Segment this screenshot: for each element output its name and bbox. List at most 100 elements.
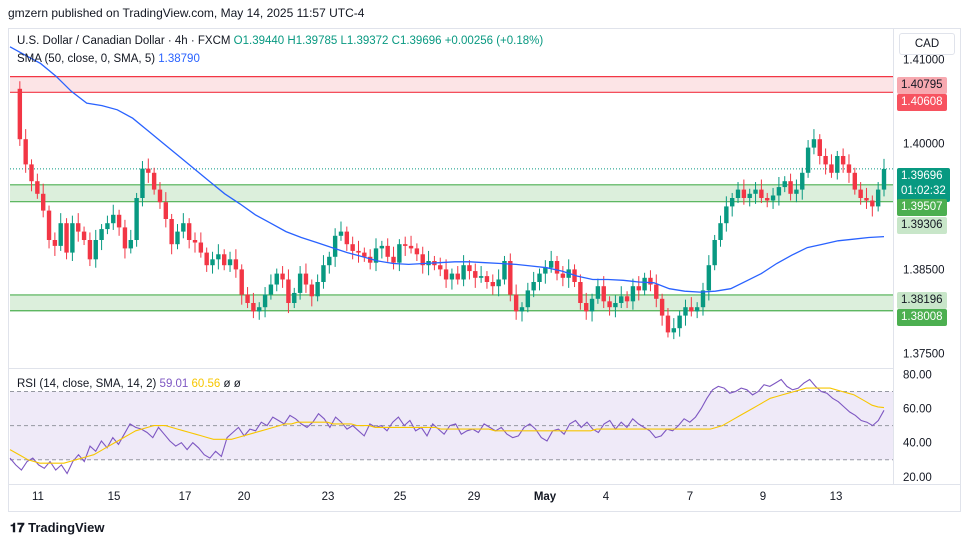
candle-body: [403, 244, 408, 246]
current-price-tag: 1.39696 01:02:32: [897, 168, 950, 202]
candle-body: [309, 284, 314, 297]
candle-body: [192, 240, 198, 243]
rsi-tick: 20.00: [903, 472, 932, 484]
candle-body: [198, 242, 204, 253]
candle-body: [548, 261, 554, 268]
candle-body: [420, 254, 425, 266]
price-tick: 1.37500: [903, 348, 945, 360]
candle-body: [227, 259, 233, 266]
pane-separator[interactable]: [8, 368, 893, 369]
candle-body: [268, 284, 274, 295]
candle-body: [490, 282, 495, 287]
zone-1-box: [10, 76, 893, 93]
candle-body: [70, 223, 75, 253]
sma-label[interactable]: SMA (50, close, 0, SMA, 5): [17, 53, 156, 65]
candle-body: [624, 296, 630, 302]
candle-body: [35, 181, 40, 194]
bar-countdown: 01:02:32: [901, 185, 946, 197]
candle-body: [134, 198, 139, 240]
candle-body: [58, 223, 63, 246]
candle-body: [414, 248, 420, 255]
candle-body: [648, 277, 653, 285]
candle-body: [321, 265, 326, 282]
high-value: H1.39785: [287, 35, 338, 47]
candle-body: [770, 195, 776, 201]
low-value: L1.39372: [340, 35, 389, 47]
candle-body: [811, 139, 817, 148]
candle-body: [613, 303, 618, 308]
rsi-extra-1: ø: [223, 378, 231, 390]
candle-body: [151, 172, 157, 190]
rsi-ma-value: 60.56: [191, 378, 221, 390]
rsi-tick: 60.00: [903, 404, 932, 416]
sma-value: 1.38790: [158, 53, 200, 65]
time-tick: 17: [179, 491, 192, 503]
candle-body: [443, 269, 449, 280]
candle-body: [800, 172, 805, 190]
candle-body: [595, 286, 601, 299]
candle-body: [373, 248, 379, 263]
candle-body: [525, 290, 531, 308]
candle-body: [455, 273, 460, 280]
candle-body: [636, 286, 641, 291]
candle-body: [356, 250, 361, 253]
candle-body: [40, 193, 46, 211]
candle-body: [99, 229, 104, 240]
sma-legend[interactable]: SMA (50, close, 0, SMA, 5) 1.38790: [17, 53, 200, 65]
candle-body: [216, 254, 221, 260]
chart-frame: [8, 28, 961, 512]
candle-body: [87, 240, 93, 260]
candle-body: [642, 277, 647, 291]
green-zone-2-top-tag: 1.38196: [897, 292, 947, 309]
symbol-name[interactable]: U.S. Dollar / Canadian Dollar · 4h · FXC…: [17, 35, 231, 47]
candle-body: [543, 267, 548, 274]
open-value: O1.39440: [233, 35, 285, 47]
candle-body: [105, 223, 110, 230]
tradingview-logo[interactable]: 𝟏𝟕 TradingView: [10, 520, 104, 536]
candle-body: [257, 307, 262, 312]
candle-body: [116, 214, 122, 228]
candle-body: [362, 252, 367, 257]
candle-body: [601, 286, 606, 302]
candle-body: [706, 265, 712, 291]
candle-body: [496, 279, 501, 287]
candle-body: [852, 172, 858, 190]
candle-body: [327, 256, 332, 266]
change-value: +0.00256 (+0.18%): [444, 35, 544, 47]
candle-body: [531, 282, 536, 291]
candle-body: [858, 189, 863, 198]
rsi-tick: 80.00: [903, 369, 932, 381]
candle-body: [589, 298, 595, 312]
candle-body: [210, 259, 215, 266]
rsi-legend[interactable]: RSI (14, close, SMA, 14, 2) 59.01 60.56 …: [17, 378, 241, 390]
rsi-tick: 40.00: [903, 438, 932, 450]
candle-body: [473, 271, 478, 278]
candle-body: [741, 189, 747, 198]
candle-body: [344, 231, 350, 245]
candle-body: [467, 265, 472, 272]
currency-selector[interactable]: CAD: [899, 33, 955, 55]
candle-body: [169, 219, 174, 245]
candle-body: [729, 198, 735, 207]
rsi-label[interactable]: RSI (14, close, SMA, 14, 2): [17, 378, 157, 390]
candle-body: [303, 273, 309, 285]
candle-body: [181, 223, 186, 232]
candle-body: [665, 315, 671, 333]
time-tick: 13: [830, 491, 843, 503]
candle-body: [222, 254, 227, 266]
candle-body: [508, 261, 513, 295]
candle-body: [712, 240, 717, 266]
candle-body: [379, 245, 385, 249]
candle-body: [251, 303, 256, 312]
symbol-legend[interactable]: U.S. Dollar / Canadian Dollar · 4h · FXC…: [17, 35, 543, 47]
candle-body: [788, 181, 793, 194]
price-scale-separator: [893, 28, 894, 484]
candle-body: [776, 187, 782, 196]
candle-body: [52, 240, 58, 246]
time-tick: 29: [468, 491, 481, 503]
candle-body: [671, 328, 676, 333]
time-tick: 11: [32, 491, 44, 503]
candle-body: [677, 315, 682, 329]
candle-body: [864, 198, 869, 201]
